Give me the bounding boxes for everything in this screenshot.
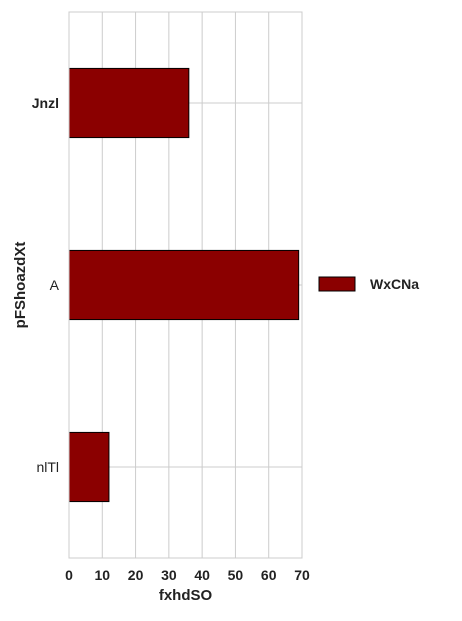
y-tick-label: nlTl bbox=[36, 459, 59, 475]
x-axis-label: fxhdSO bbox=[159, 587, 213, 604]
plot-frame bbox=[68, 11, 303, 559]
bars bbox=[68, 67, 300, 503]
bar-nlTl bbox=[68, 431, 110, 503]
legend-label: WxCNa bbox=[370, 276, 419, 292]
x-tick-label: 50 bbox=[228, 567, 244, 583]
x-tick-label: 10 bbox=[94, 567, 110, 583]
y-tick-label: A bbox=[50, 277, 60, 293]
axes bbox=[68, 11, 303, 559]
x-tick-label: 70 bbox=[294, 567, 310, 583]
bar-A bbox=[68, 249, 300, 321]
x-tick-label: 20 bbox=[128, 567, 144, 583]
legend: WxCNa bbox=[318, 276, 419, 292]
bar-Jnzl bbox=[68, 67, 190, 139]
x-tick-label: 30 bbox=[161, 567, 177, 583]
y-axis-label: pFShoazdXt bbox=[12, 242, 29, 329]
x-tick-label: 60 bbox=[261, 567, 277, 583]
x-tick-label: 0 bbox=[65, 567, 73, 583]
y-tick-label: Jnzl bbox=[32, 95, 59, 111]
legend-swatch bbox=[318, 276, 356, 292]
x-tick-labels: 0 10 20 30 40 50 60 70 bbox=[65, 567, 310, 583]
x-tick-label: 40 bbox=[194, 567, 210, 583]
